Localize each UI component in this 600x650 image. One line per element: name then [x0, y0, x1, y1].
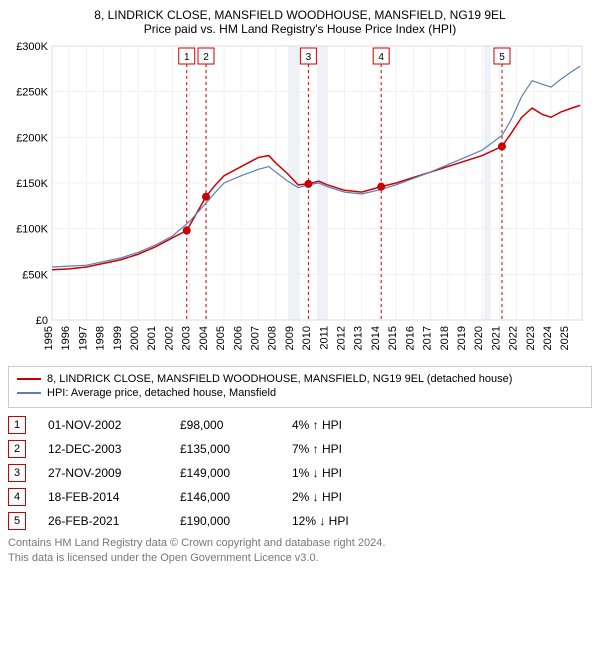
svg-text:3: 3	[306, 52, 312, 63]
svg-text:2023: 2023	[525, 326, 537, 350]
svg-text:2: 2	[203, 52, 209, 63]
transaction-price: £98,000	[180, 418, 270, 432]
transaction-row: 4 18-FEB-2014 £146,000 2% ↓ HPI	[8, 488, 592, 506]
transaction-delta: 7% ↑ HPI	[292, 442, 412, 456]
transaction-date: 27-NOV-2009	[48, 466, 158, 480]
transaction-index: 3	[8, 464, 26, 482]
svg-text:2010: 2010	[301, 326, 313, 350]
svg-text:2000: 2000	[129, 326, 141, 350]
svg-text:2009: 2009	[284, 326, 296, 350]
legend-swatch	[17, 378, 41, 380]
transaction-row: 3 27-NOV-2009 £149,000 1% ↓ HPI	[8, 464, 592, 482]
svg-text:£0: £0	[36, 315, 48, 327]
transaction-row: 2 12-DEC-2003 £135,000 7% ↑ HPI	[8, 440, 592, 458]
svg-text:2019: 2019	[456, 326, 468, 350]
transaction-price: £190,000	[180, 514, 270, 528]
legend-item: 8, LINDRICK CLOSE, MANSFIELD WOODHOUSE, …	[17, 373, 583, 385]
transaction-date: 18-FEB-2014	[48, 490, 158, 504]
svg-text:2020: 2020	[473, 326, 485, 350]
legend-item: HPI: Average price, detached house, Mans…	[17, 387, 583, 399]
transaction-date: 01-NOV-2002	[48, 418, 158, 432]
legend-label: 8, LINDRICK CLOSE, MANSFIELD WOODHOUSE, …	[47, 373, 512, 385]
svg-text:2007: 2007	[249, 326, 261, 350]
transaction-delta: 2% ↓ HPI	[292, 490, 412, 504]
transactions-table: 1 01-NOV-2002 £98,000 4% ↑ HPI 2 12-DEC-2003 £…	[8, 416, 592, 530]
footer-line-2: This data is licensed under the Open Gov…	[8, 551, 592, 566]
transaction-index: 5	[8, 512, 26, 530]
svg-text:£300K: £300K	[16, 41, 48, 53]
svg-text:2003: 2003	[181, 326, 193, 350]
transaction-row: 1 01-NOV-2002 £98,000 4% ↑ HPI	[8, 416, 592, 434]
transaction-price: £146,000	[180, 490, 270, 504]
svg-text:1998: 1998	[95, 326, 107, 350]
svg-text:2013: 2013	[353, 326, 365, 350]
svg-text:£100K: £100K	[16, 224, 48, 236]
svg-text:2014: 2014	[370, 326, 382, 350]
svg-text:£200K: £200K	[16, 132, 48, 144]
transaction-index: 1	[8, 416, 26, 434]
svg-text:1: 1	[184, 52, 190, 63]
svg-text:2005: 2005	[215, 326, 227, 350]
svg-text:5: 5	[499, 52, 505, 63]
transaction-delta: 1% ↓ HPI	[292, 466, 412, 480]
transaction-delta: 4% ↑ HPI	[292, 418, 412, 432]
transaction-price: £135,000	[180, 442, 270, 456]
svg-text:2017: 2017	[422, 326, 434, 350]
transaction-index: 2	[8, 440, 26, 458]
footer-line-1: Contains HM Land Registry data © Crown c…	[8, 536, 592, 551]
svg-text:2018: 2018	[439, 326, 451, 350]
legend-label: HPI: Average price, detached house, Mans…	[47, 387, 276, 399]
transaction-price: £149,000	[180, 466, 270, 480]
svg-text:2008: 2008	[267, 326, 279, 350]
svg-text:2015: 2015	[387, 326, 399, 350]
svg-text:£250K: £250K	[16, 87, 48, 99]
svg-text:1997: 1997	[77, 326, 89, 350]
svg-text:2024: 2024	[542, 326, 554, 350]
transaction-index: 4	[8, 488, 26, 506]
transaction-date: 26-FEB-2021	[48, 514, 158, 528]
svg-text:£50K: £50K	[22, 269, 48, 281]
svg-text:1999: 1999	[112, 326, 124, 350]
chart-title-sub: Price paid vs. HM Land Registry's House …	[8, 22, 592, 36]
svg-text:2025: 2025	[559, 326, 571, 350]
svg-text:1996: 1996	[60, 326, 72, 350]
chart-svg: £0 £50K £100K £150K £200K £250K £300K 1995 1996 1…	[8, 40, 592, 360]
svg-text:2001: 2001	[146, 326, 158, 350]
legend-swatch	[17, 392, 41, 394]
svg-text:2016: 2016	[404, 326, 416, 350]
svg-text:2021: 2021	[490, 326, 502, 350]
svg-text:£150K: £150K	[16, 178, 48, 190]
svg-text:2011: 2011	[318, 326, 330, 350]
chart-title-main: 8, LINDRICK CLOSE, MANSFIELD WOODHOUSE, …	[8, 8, 592, 22]
svg-text:2004: 2004	[198, 326, 210, 350]
footer: Contains HM Land Registry data © Crown c…	[8, 536, 592, 566]
price-chart: £0 £50K £100K £150K £200K £250K £300K 1995 1996 1…	[8, 40, 592, 360]
svg-text:2006: 2006	[232, 326, 244, 350]
transaction-delta: 12% ↓ HPI	[292, 514, 412, 528]
svg-text:2002: 2002	[163, 326, 175, 350]
svg-text:2012: 2012	[336, 326, 348, 350]
svg-text:2022: 2022	[508, 326, 520, 350]
svg-text:1995: 1995	[43, 326, 55, 350]
svg-text:4: 4	[378, 52, 384, 63]
transaction-date: 12-DEC-2003	[48, 442, 158, 456]
legend: 8, LINDRICK CLOSE, MANSFIELD WOODHOUSE, …	[8, 366, 592, 408]
transaction-row: 5 26-FEB-2021 £190,000 12% ↓ HPI	[8, 512, 592, 530]
